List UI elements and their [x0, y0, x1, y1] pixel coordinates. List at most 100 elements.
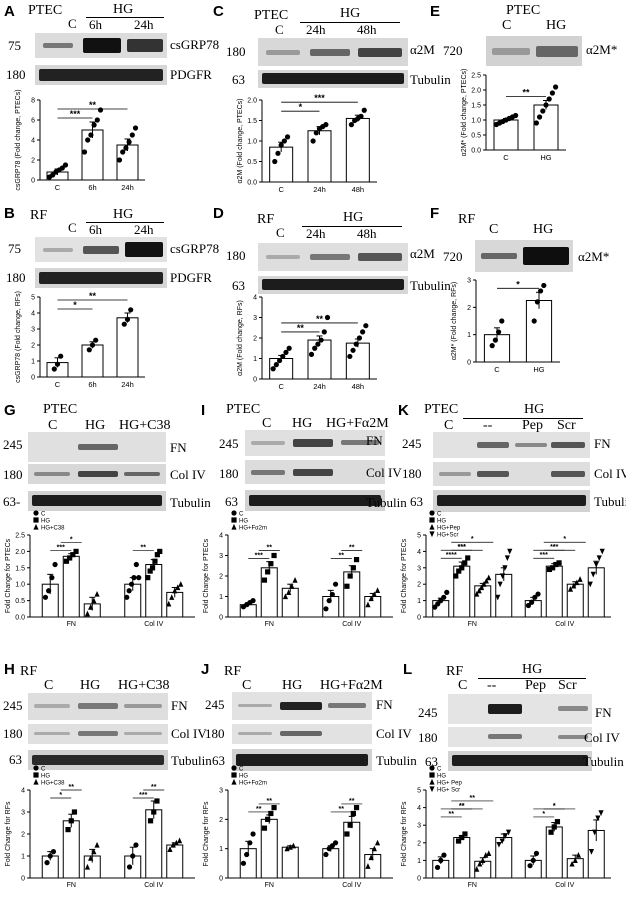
y-axis-label: Fold Change for PTECs — [401, 538, 408, 613]
significance-label: * — [471, 536, 474, 543]
data-point — [273, 362, 279, 368]
blot-h-mw-2: 180 — [3, 726, 23, 741]
data-point — [438, 857, 444, 864]
data-point — [63, 558, 70, 564]
blot-e-mw-1: 720 — [443, 43, 463, 58]
y-tick-label: 1 — [253, 356, 257, 363]
legend-marker — [33, 510, 39, 516]
legend-label: C — [437, 767, 442, 773]
significance-label: *** — [314, 93, 325, 103]
y-tick-label: 5 — [417, 533, 421, 540]
y-axis-label: Fold Change for RFs — [5, 801, 12, 866]
data-point — [374, 587, 381, 593]
data-point — [67, 555, 73, 561]
blot-j-mw-2: 180 — [205, 726, 225, 741]
data-point — [170, 841, 176, 848]
y-tick-label: 1.5 — [247, 118, 257, 125]
chart-d-group: 0 1 2 3 4 α2M (Fold change, RFs) C 24h 48h ** ** — [237, 295, 377, 391]
blot-l-lane-1: C — [458, 678, 468, 693]
data-point — [361, 107, 367, 113]
blot-d-treatment-bar — [302, 226, 402, 227]
legend-marker — [33, 523, 39, 530]
data-point — [371, 591, 377, 598]
bar — [260, 567, 278, 618]
data-point — [282, 593, 289, 600]
y-tick-label: 3 — [31, 327, 35, 334]
data-point — [505, 829, 512, 836]
data-point — [533, 850, 540, 856]
data-point — [132, 125, 139, 131]
y-tick-label: 2.0 — [15, 549, 25, 556]
data-point — [145, 575, 151, 581]
blot-d-cell-label: RF — [257, 212, 275, 227]
data-point — [91, 597, 97, 604]
data-point — [541, 282, 547, 289]
blot-k-strip-3 — [433, 490, 590, 512]
y-tick-label: 1 — [417, 598, 421, 605]
legend-label: HG+C38 — [41, 526, 65, 532]
data-point — [52, 561, 58, 568]
data-point — [588, 849, 595, 855]
data-point — [456, 568, 462, 574]
significance-label: *** — [458, 544, 466, 551]
data-point — [271, 805, 277, 811]
blot-h-band-2: Col IV — [171, 726, 207, 741]
data-point — [550, 565, 556, 571]
data-point — [126, 139, 132, 145]
blot-c-strip-2 — [258, 70, 408, 88]
x-tick-label: Col IV — [342, 882, 361, 889]
bar — [116, 317, 139, 378]
significance-label: * — [70, 537, 73, 544]
y-tick-label: 0.5 — [247, 159, 257, 166]
y-tick-label: 0 — [21, 876, 25, 883]
panel-letter-e: E — [430, 3, 441, 20]
significance-label: * — [553, 803, 556, 810]
blot-d-strip-1 — [258, 243, 408, 271]
blot-l-lane-4: Scr — [558, 678, 577, 693]
blot-k-mw-3: 63 — [410, 494, 423, 509]
x-tick-label: Col IV — [342, 621, 361, 628]
blot-l-cell-label: RF — [446, 664, 464, 679]
bar — [307, 130, 332, 183]
data-point — [476, 587, 482, 594]
y-tick-label: 3 — [253, 315, 257, 322]
legend-label: HG+Fα2m — [239, 781, 267, 787]
y-tick-label: 0 — [467, 360, 471, 367]
data-point — [344, 831, 350, 837]
blot-c-band-1: α2M — [410, 42, 435, 57]
blot-k-band-3: Tubulin — [594, 494, 626, 509]
data-point — [284, 134, 291, 140]
data-point — [598, 810, 604, 816]
data-point — [131, 575, 137, 581]
blot-i-band-1: FN — [366, 433, 383, 448]
x-tick-label: C — [278, 185, 284, 194]
data-point — [548, 829, 554, 835]
data-point — [533, 120, 540, 126]
x-tick-label: 48h — [352, 185, 365, 194]
blot-a-band-1: csGRP78 — [170, 37, 220, 52]
blot-b-band-2: PDGFR — [170, 270, 212, 285]
chart-h-group: 0 1 2 3 4 Fold Change for RFs FN Col IV CHGHG+C3… — [5, 765, 195, 889]
significance-label: *** — [458, 544, 466, 551]
blot-g-strip-3 — [28, 491, 166, 511]
data-point — [81, 149, 88, 155]
blot-j-mw-1: 245 — [205, 697, 225, 712]
blot-l-mw-1: 245 — [418, 705, 438, 720]
data-point — [567, 586, 574, 592]
y-tick-label: 4 — [253, 295, 257, 302]
data-point — [286, 589, 292, 595]
data-point — [85, 137, 91, 143]
y-axis-label: Fold Change for RFs — [401, 801, 408, 866]
legend-marker — [33, 517, 39, 523]
y-tick-label: 0 — [219, 876, 223, 883]
y-tick-label: 4 — [417, 549, 421, 556]
y-axis-label: Fold Change for RFs — [203, 801, 210, 866]
panel-letter-d: D — [213, 205, 224, 222]
significance-label: ** — [297, 323, 305, 333]
significance-label: *** — [550, 544, 558, 551]
blot-i-mw-3: 63 — [225, 494, 238, 509]
blot-d-mw-2: 63 — [232, 278, 245, 293]
data-point — [350, 347, 356, 353]
legend-marker — [429, 523, 435, 530]
data-point — [308, 351, 315, 357]
